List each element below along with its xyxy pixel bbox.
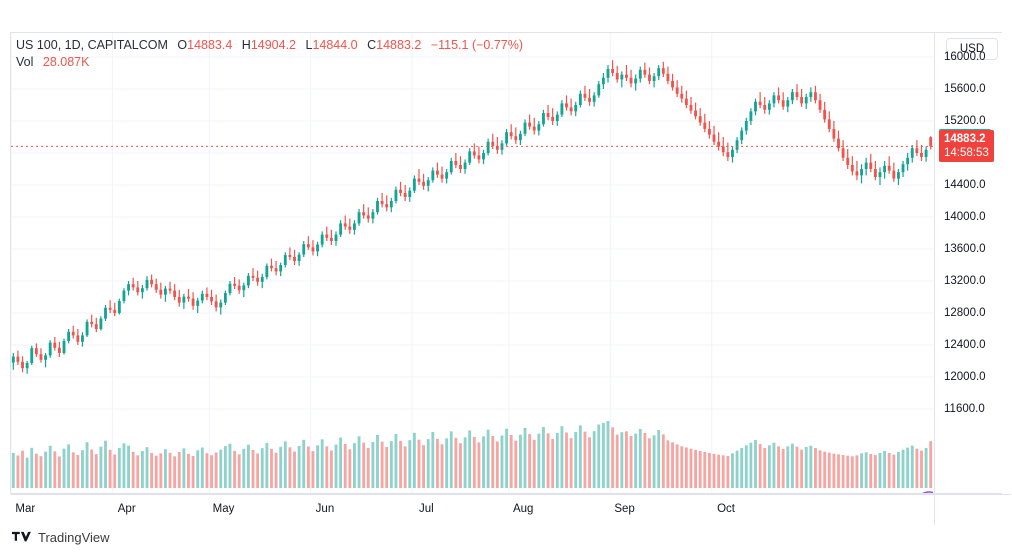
chart-frame xyxy=(10,32,1002,494)
low-key: L xyxy=(305,38,313,52)
price-tick-10: 12000.0 xyxy=(944,371,986,383)
time-axis[interactable]: Mar Apr May Jun Jul Aug Sep Oct xyxy=(11,494,1011,525)
open-value: 14883.4 xyxy=(187,38,233,52)
price-tick-5: 14000.0 xyxy=(944,211,986,223)
chart-legend: US 100, 1D, CAPITALCOM O14883.4 H14904.2… xyxy=(16,37,523,71)
time-tick-may: May xyxy=(212,503,235,515)
time-tick-jul: Jul xyxy=(419,503,434,515)
low-value: 14844.0 xyxy=(312,38,358,52)
current-price-badge: 14883.2 14:58:53 xyxy=(939,130,994,163)
price-tick-7: 13200.0 xyxy=(944,275,986,287)
open-key: O xyxy=(177,38,188,52)
price-tick-0: 16000.0 xyxy=(944,51,986,63)
current-price-value: 14883.2 xyxy=(944,133,986,146)
currency-button[interactable]: USD xyxy=(946,38,998,60)
price-tick-4: 14400.0 xyxy=(944,179,986,191)
time-tick-apr: Apr xyxy=(117,503,136,515)
price-tick-11: 11600.0 xyxy=(944,403,985,415)
time-tick-mar: Mar xyxy=(15,503,36,515)
candlestick-svg xyxy=(11,33,933,493)
legend-ohlc-row: US 100, 1D, CAPITALCOM O14883.4 H14904.2… xyxy=(16,37,523,54)
time-tick-jun: Jun xyxy=(315,503,335,515)
tradingview-logo-icon xyxy=(12,531,31,541)
price-tick-9: 12400.0 xyxy=(944,339,986,351)
volume-value: 28.087K xyxy=(42,55,90,69)
close-key: C xyxy=(367,38,377,52)
price-tick-8: 12800.0 xyxy=(944,307,986,319)
symbol-label: US 100, 1D, CAPITALCOM xyxy=(16,38,168,52)
axis-separator xyxy=(934,495,935,525)
price-tick-1: 15600.0 xyxy=(944,83,986,95)
change-value: −115.1 (−0.77%) xyxy=(430,38,524,52)
price-tick-2: 15200.0 xyxy=(944,115,986,127)
price-tick-6: 13600.0 xyxy=(944,243,986,255)
legend-volume-row: Vol 28.087K xyxy=(16,54,523,71)
time-tick-sep: Sep xyxy=(614,503,635,515)
tradingview-branding[interactable]: TradingView xyxy=(12,530,110,545)
countdown-timer: 14:58:53 xyxy=(944,147,989,160)
time-tick-oct: Oct xyxy=(717,503,735,515)
chart-plot-area[interactable] xyxy=(11,33,933,493)
high-value: 14904.2 xyxy=(250,38,297,52)
close-value: 14883.2 xyxy=(376,38,422,52)
tradingview-logo-text: TradingView xyxy=(38,530,110,545)
volume-label: Vol xyxy=(16,55,34,69)
high-key: H xyxy=(241,38,251,52)
price-axis[interactable]: USD 16000.015600.015200.014800.014400.01… xyxy=(934,33,1011,493)
time-tick-aug: Aug xyxy=(512,503,534,515)
